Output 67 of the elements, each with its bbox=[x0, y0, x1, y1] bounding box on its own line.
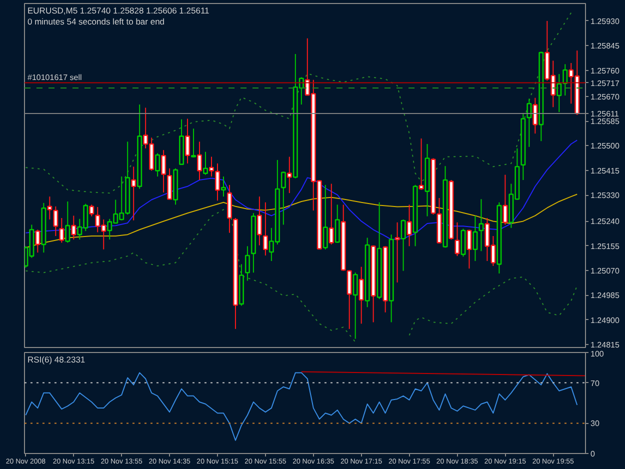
y-tick-label: 0 bbox=[590, 450, 596, 458]
candlestick bbox=[286, 156, 292, 194]
candlestick bbox=[358, 266, 364, 324]
candlestick bbox=[71, 215, 76, 240]
y-tick-label: 70 bbox=[590, 378, 600, 388]
y-tick-label: 1.25500 bbox=[590, 142, 620, 151]
y-tick-label: 30 bbox=[590, 419, 600, 428]
text: 0 minutes 54 seconds left to bar end bbox=[28, 16, 165, 26]
y-tick-label: 1.24815 bbox=[590, 340, 620, 350]
candlestick bbox=[352, 272, 358, 340]
y-tick-label: 1.25930 bbox=[590, 16, 620, 26]
candlestick bbox=[191, 128, 196, 158]
y-tick-label: 1.25155 bbox=[590, 242, 620, 251]
candlestick bbox=[466, 229, 472, 270]
candlestick bbox=[208, 156, 214, 178]
candlestick bbox=[203, 151, 208, 176]
candlestick bbox=[280, 171, 286, 226]
line-series bbox=[25, 372, 578, 441]
y-tick-label: 1.25415 bbox=[590, 166, 620, 176]
candlestick bbox=[131, 166, 136, 221]
candlestick bbox=[53, 206, 58, 237]
candlestick bbox=[346, 269, 352, 330]
candlestick bbox=[472, 215, 478, 262]
candlestick bbox=[59, 218, 64, 244]
candlestick bbox=[256, 196, 262, 246]
candlestick bbox=[167, 168, 172, 200]
chart-title: RSI(6) 48.2331 bbox=[28, 354, 86, 364]
candlestick bbox=[454, 222, 460, 257]
y-tick-label: 1.24900 bbox=[590, 316, 620, 325]
y-tick-label: 1.25585 bbox=[590, 117, 620, 126]
candlestick bbox=[244, 246, 250, 282]
y-tick-label: 1.25240 bbox=[590, 217, 620, 226]
candlestick bbox=[197, 141, 202, 180]
y-tick-label: 1.25070 bbox=[590, 266, 620, 276]
candlestick bbox=[155, 152, 160, 178]
candlestick bbox=[185, 118, 190, 164]
candlestick bbox=[35, 229, 40, 254]
candlestick bbox=[262, 202, 268, 256]
candlestick bbox=[161, 150, 166, 193]
candlestick bbox=[418, 138, 424, 190]
y-tick-label: 1.25330 bbox=[590, 191, 620, 200]
line-series bbox=[25, 194, 578, 248]
candlestick bbox=[65, 200, 70, 244]
y-tick-label: 1.24985 bbox=[590, 291, 620, 300]
candlestick bbox=[400, 218, 406, 272]
candlestick bbox=[478, 198, 484, 252]
candlestick bbox=[334, 204, 340, 244]
candlestick bbox=[214, 162, 220, 202]
y-tick-label: 100 bbox=[590, 350, 604, 358]
candlestick bbox=[460, 228, 466, 258]
candlestick bbox=[394, 222, 400, 283]
y-tick-label: 1.25611 bbox=[590, 110, 620, 119]
candlestick bbox=[328, 183, 334, 245]
y-tick-label: 1.25670 bbox=[590, 92, 620, 102]
candlestick bbox=[532, 97, 538, 134]
chart-title: EURUSD,M5 1.25740 1.25828 1.25606 1.25611 bbox=[28, 6, 210, 16]
y-tick-label: 1.25845 bbox=[590, 42, 620, 51]
candlestick bbox=[220, 176, 226, 198]
candlestick bbox=[502, 174, 508, 226]
candlestick bbox=[406, 204, 412, 247]
candlestick bbox=[322, 184, 328, 250]
y-tick-label: 1.25760 bbox=[590, 66, 620, 76]
candlestick bbox=[89, 204, 94, 217]
y-tick-label: 1.25717 bbox=[590, 78, 620, 88]
ref-line-label: #10101617 sell bbox=[28, 72, 82, 82]
candlestick bbox=[526, 98, 532, 148]
candlestick bbox=[47, 196, 52, 220]
